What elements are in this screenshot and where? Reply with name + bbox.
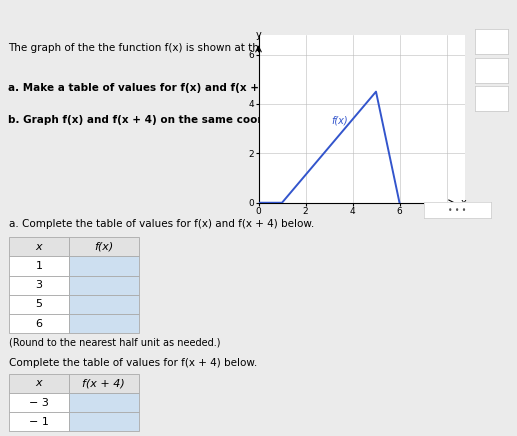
Text: x: x bbox=[461, 198, 466, 208]
Bar bbox=[69, 412, 139, 432]
Bar bbox=[69, 393, 139, 412]
Text: y: y bbox=[255, 30, 262, 40]
Bar bbox=[69, 237, 139, 256]
Text: b. Graph f(x) and f(x + 4) on the same coordinate grid.: b. Graph f(x) and f(x + 4) on the same c… bbox=[8, 115, 331, 125]
Bar bbox=[69, 314, 139, 333]
Text: 5: 5 bbox=[36, 300, 42, 310]
Text: (Round to the nearest half unit as needed.): (Round to the nearest half unit as neede… bbox=[9, 338, 221, 348]
Bar bbox=[69, 295, 139, 314]
Text: The graph of the the function f(x) is shown at the right.: The graph of the the function f(x) is sh… bbox=[8, 43, 296, 53]
Text: x: x bbox=[36, 378, 42, 388]
Bar bbox=[9, 314, 69, 333]
Text: 3: 3 bbox=[36, 280, 42, 290]
Text: f(x): f(x) bbox=[94, 242, 113, 252]
Text: x: x bbox=[36, 242, 42, 252]
Text: f(x): f(x) bbox=[331, 116, 348, 126]
Bar bbox=[9, 393, 69, 412]
Text: 1: 1 bbox=[36, 261, 42, 271]
Bar bbox=[69, 276, 139, 295]
Text: − 3: − 3 bbox=[29, 398, 49, 408]
Text: • • •: • • • bbox=[448, 206, 467, 215]
Text: − 1: − 1 bbox=[29, 417, 49, 427]
Text: f(x + 4): f(x + 4) bbox=[82, 378, 125, 388]
Bar bbox=[69, 256, 139, 276]
Bar bbox=[9, 237, 69, 256]
Bar bbox=[9, 412, 69, 432]
Text: 6: 6 bbox=[36, 319, 42, 329]
Bar bbox=[69, 374, 139, 393]
Text: a. Complete the table of values for f(x) and f(x + 4) below.: a. Complete the table of values for f(x)… bbox=[9, 219, 314, 229]
Bar bbox=[9, 295, 69, 314]
Text: Complete the table of values for f(x + 4) below.: Complete the table of values for f(x + 4… bbox=[9, 358, 257, 368]
Bar bbox=[9, 256, 69, 276]
Text: a. Make a table of values for f(x) and f(x + 4): a. Make a table of values for f(x) and f… bbox=[8, 83, 275, 92]
Bar bbox=[9, 374, 69, 393]
Bar bbox=[9, 276, 69, 295]
